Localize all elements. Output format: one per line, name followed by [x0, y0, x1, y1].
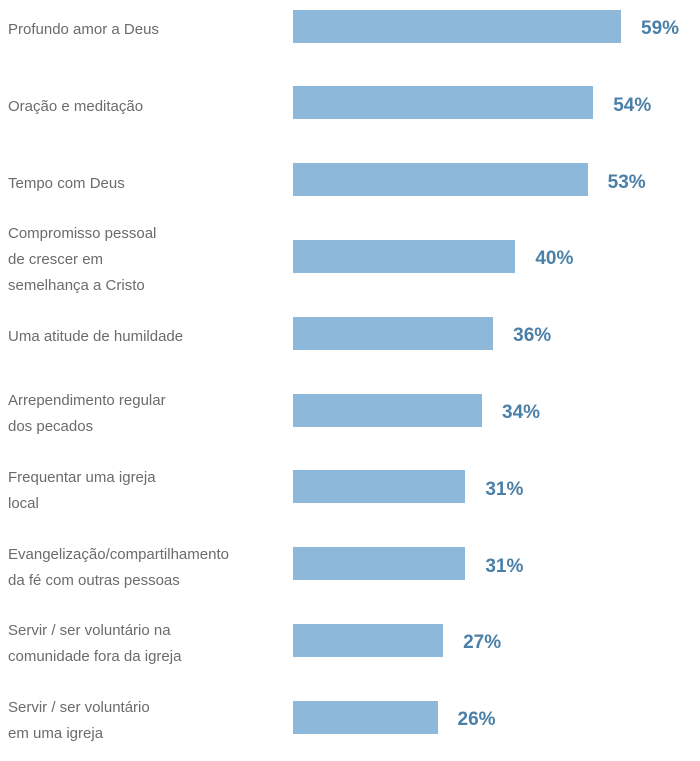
value-label: 59% [641, 18, 680, 39]
chart: Profundo amor a Deus 59% Oração e meditaçã… [8, 9, 680, 742]
bar [293, 700, 438, 734]
bar [293, 9, 621, 43]
category-label: Servir / ser voluntário na comunidade fo… [8, 622, 182, 666]
bar [293, 163, 588, 197]
value-label: 27% [463, 632, 502, 654]
bar [293, 239, 516, 273]
category-label: Uma atitude de humildade [8, 328, 184, 346]
category-label: Compromisso pessoal de crescer em semelh… [8, 225, 157, 295]
category-label: Servir / ser voluntário em uma igreja [8, 699, 150, 743]
bar [293, 470, 466, 504]
bar [293, 393, 483, 427]
value-label: 31% [485, 555, 524, 577]
bar [293, 547, 466, 581]
value-label: 53% [607, 171, 646, 193]
bar [293, 316, 494, 350]
category-label: Oração e meditação [8, 97, 144, 115]
value-label: 31% [485, 478, 524, 500]
value-label: 36% [513, 325, 552, 347]
value-label: 26% [457, 709, 496, 731]
value-label: 54% [613, 94, 652, 116]
bar [293, 86, 594, 120]
bar [293, 623, 444, 657]
category-label: Profundo amor a Deus [8, 21, 159, 38]
value-label: 40% [535, 248, 574, 270]
category-label: Evangelização/compartilhamento da fé com… [8, 545, 229, 589]
value-label: 34% [502, 402, 541, 423]
category-label: Arrependimento regular dos pecados [8, 392, 166, 435]
category-label: Tempo com Deus [8, 174, 125, 192]
category-label: Frequentar uma igreja local [8, 468, 156, 512]
